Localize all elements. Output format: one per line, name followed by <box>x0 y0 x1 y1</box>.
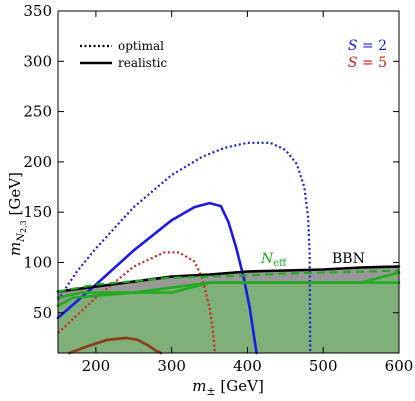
y-tick-label: 300 <box>23 52 52 70</box>
series-bbn-boundary <box>56 265 401 293</box>
series-s-2-optimal <box>57 141 312 354</box>
series-s-2-realistic <box>56 201 258 355</box>
y-tick-label: 50 <box>33 304 52 322</box>
y-tick-label: 100 <box>23 253 52 271</box>
x-tick-label: 600 <box>385 357 414 375</box>
bbn-label: BBN <box>332 251 365 267</box>
legend-label-realistic: realistic <box>118 56 167 70</box>
y-axis-title: mN2,3 [GeV] <box>6 172 28 256</box>
x-tick-label: 300 <box>157 357 186 375</box>
plot-frame <box>57 10 400 354</box>
y-tick-label: 150 <box>23 203 52 221</box>
series-neff-solid-lower <box>56 271 401 308</box>
x-tick-label: 400 <box>233 357 262 375</box>
series-s-5-optimal <box>57 251 216 354</box>
y-tick-label: 350 <box>23 2 52 20</box>
neff-label: Neff <box>260 251 287 269</box>
y-tick-label: 200 <box>23 153 52 171</box>
legend: optimal realistic <box>80 39 167 70</box>
s-label-5: S = 5 <box>348 55 387 71</box>
x-tick-label: 500 <box>309 357 338 375</box>
series-neff-dashed <box>57 269 400 293</box>
x-tick-label: 200 <box>82 357 111 375</box>
series-s-5-realistic <box>68 336 163 355</box>
y-tick-label: 250 <box>23 103 52 121</box>
axis-ticks: 200 300 400 500 600 50 100 150 200 250 300 350 <box>23 2 413 375</box>
legend-label-optimal: optimal <box>118 39 164 53</box>
series-curves <box>56 141 401 355</box>
s-label-2: S = 2 <box>348 38 387 54</box>
s-labels: S = 2 S = 5 <box>348 38 387 71</box>
x-axis-title: m± [GeV] <box>192 377 264 398</box>
